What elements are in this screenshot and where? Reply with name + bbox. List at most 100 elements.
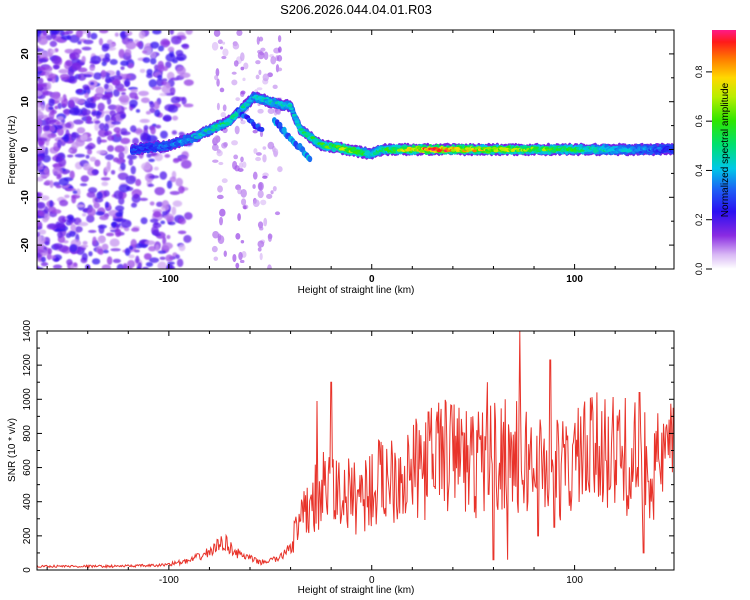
- spectrogram-noise-cell: [98, 37, 104, 46]
- spectrogram-noise-cell: [53, 64, 59, 70]
- spectrogram-noise-cell: [153, 166, 159, 171]
- spectrogram-noise-cell: [146, 153, 152, 158]
- spectrogram-noise-cell: [139, 68, 146, 73]
- spectrogram-noise-cell: [42, 31, 48, 36]
- spectrogram-noise-cell: [64, 122, 72, 129]
- snr-y-tick-label: 800: [22, 425, 33, 442]
- spectrogram-noise-cell: [223, 141, 228, 148]
- spectrogram-noise-cell: [159, 256, 166, 261]
- spectrogram-noise-cell: [57, 127, 64, 136]
- spectrogram-noise-cell: [96, 150, 107, 155]
- spectrogram-noise-cell: [102, 57, 111, 63]
- spectrogram-noise-cell: [52, 166, 63, 176]
- spectrogram-noise-cell: [49, 92, 59, 99]
- spectrogram-noise-cell: [258, 69, 262, 76]
- spectrogram-noise-cell: [175, 254, 180, 260]
- spectrogram-noise-cell: [212, 159, 219, 163]
- colorbar-tick-label: 0.0: [694, 263, 704, 276]
- spectrogram-noise-cell: [139, 197, 148, 201]
- spectrogram-noise-cell: [38, 58, 48, 63]
- spectrogram-noise-cell: [76, 127, 86, 134]
- spectrogram-noise-cell: [38, 36, 48, 46]
- spectrogram-noise-cell: [117, 172, 129, 181]
- spectrogram-noise-cell: [231, 71, 237, 75]
- spectrogram-ridge-core: [472, 149, 477, 153]
- spectrogram-noise-cell: [135, 109, 141, 113]
- spectrogram-noise-cell: [180, 159, 192, 169]
- spectrogram-noise-cell: [95, 86, 105, 95]
- spectrogram-noise-cell: [114, 228, 122, 238]
- spectrogram-noise-cell: [149, 102, 155, 109]
- spectrogram-noise-cell: [240, 156, 244, 163]
- spectrogram-noise-cell: [140, 217, 148, 225]
- spectrogram-noise-cell: [58, 222, 66, 229]
- spectrogram-noise-cell: [125, 40, 137, 50]
- spectrogram-noise-cell: [175, 49, 184, 57]
- spectrogram-noise-cell: [132, 137, 140, 145]
- spectrogram-noise-cell: [213, 30, 221, 37]
- spectrogram-noise-cell: [68, 149, 73, 153]
- spectrogram-noise-cell: [101, 243, 109, 251]
- spectrogram-noise-cell: [107, 145, 115, 152]
- spectrogram-noise-cell: [161, 78, 168, 82]
- spectrogram-noise-cell: [267, 141, 275, 150]
- spectrogram-noise-cell: [90, 32, 98, 40]
- spectrogram-noise-cell: [142, 266, 149, 269]
- spectrogram-x-tick-label: 0: [369, 274, 375, 285]
- spectrogram-ridge-core: [550, 149, 556, 153]
- spectrogram-noise-cell: [109, 58, 118, 66]
- spectrogram-noise-cell: [97, 248, 104, 255]
- spectrogram-noise-cell: [125, 175, 136, 185]
- spectrogram-noise-cell: [165, 82, 171, 89]
- spectrogram-noise-cell: [134, 39, 140, 43]
- spectrogram-noise-cell: [133, 193, 139, 199]
- spectrogram-noise-cell: [171, 206, 177, 216]
- spectrogram-noise-cell: [74, 98, 86, 105]
- spectrogram-noise-cell: [111, 121, 121, 125]
- spectrogram-noise-cell: [232, 253, 237, 263]
- spectrogram-noise-cell: [120, 30, 126, 40]
- spectrogram-noise-cell: [58, 215, 67, 224]
- spectrogram-noise-cell: [260, 199, 267, 206]
- spectrogram-noise-cell: [252, 171, 258, 180]
- spectrogram-noise-cell: [37, 86, 43, 91]
- spectrogram-noise-cell: [259, 226, 264, 231]
- spectrogram-noise-cell: [59, 73, 70, 80]
- spectrogram-noise-cell: [182, 43, 190, 50]
- spectrogram-noise-cell: [120, 60, 129, 67]
- spectrogram-noise-cell: [233, 154, 239, 160]
- spectrogram-noise-cell: [103, 166, 111, 173]
- spectrogram-noise-cell: [94, 122, 100, 132]
- spectrogram-noise-cell: [111, 221, 117, 229]
- spectrogram-noise-cell: [252, 184, 256, 189]
- spectrogram-noise-cell: [50, 49, 56, 54]
- spectrogram-ridge-core: [294, 120, 300, 124]
- spectrogram-noise-cell: [232, 160, 238, 170]
- spectrogram-noise-cell: [58, 177, 69, 186]
- spectrogram-noise-cell: [47, 133, 57, 139]
- spectrogram-noise-cell: [216, 102, 220, 111]
- spectrogram-noise-cell: [46, 81, 52, 90]
- spectrogram-noise-cell: [110, 248, 121, 252]
- spectrogram-noise-cell: [150, 41, 160, 49]
- snr-x-axis: -100 0 100: [46, 331, 657, 586]
- spectrogram-noise-cell: [259, 252, 263, 261]
- spectrogram-noise-cell: [103, 190, 110, 197]
- spectrogram-noise-cell: [239, 259, 245, 264]
- spectrogram-noise-cell: [40, 195, 50, 201]
- spectrogram-noise-cell: [116, 263, 125, 269]
- snr-series-line: [37, 331, 674, 569]
- spectrogram-noise-cell: [150, 57, 157, 65]
- spectrogram-noise-cell: [178, 217, 187, 225]
- spectrogram-noise-cell: [97, 102, 105, 112]
- spectrogram-noise-cell: [126, 154, 138, 160]
- spectrogram-noise-cell: [68, 99, 75, 108]
- spectrogram-noise-cell: [154, 64, 159, 71]
- spectrogram-noise-cell: [130, 165, 136, 175]
- spectrogram-noise-cell: [85, 154, 90, 159]
- spectrogram-noise-cell: [104, 201, 109, 208]
- spectrogram-noise-cell: [54, 258, 60, 262]
- spectrogram-noise-cell: [148, 79, 158, 88]
- spectrogram-noise-cell: [95, 211, 105, 216]
- spectrogram-noise-cell: [256, 87, 263, 91]
